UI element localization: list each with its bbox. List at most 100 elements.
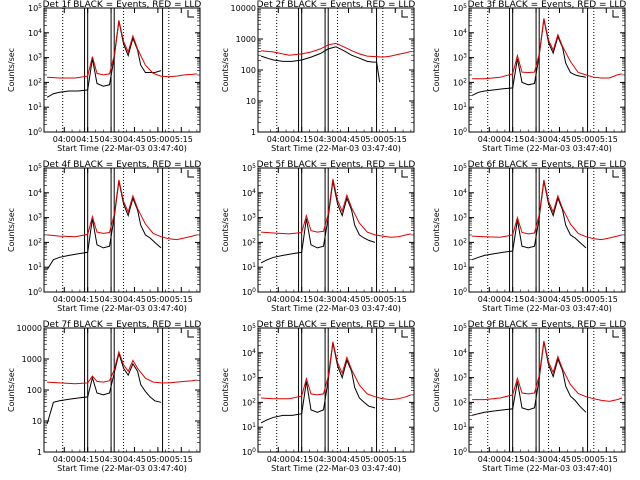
- x-tick-label: 04:45: [548, 455, 571, 464]
- y-tick-label: 10000: [17, 324, 42, 333]
- y-tick-label: 104: [28, 28, 42, 38]
- plot-frame: [43, 167, 201, 293]
- panel-title: Det 9f BLACK = Events, RED = LLD: [468, 320, 627, 330]
- events-series-line: [260, 342, 376, 424]
- x-tick-label: 05:00: [571, 135, 594, 144]
- y-tick-label: 101: [28, 262, 42, 272]
- x-tick-label: 04:30: [314, 135, 337, 144]
- plot-frame: [257, 7, 415, 133]
- x-tick-label: 05:15: [384, 455, 407, 464]
- y-tick-label: 105: [242, 323, 256, 333]
- events-series-line: [260, 46, 381, 83]
- x-tick-label: 05:00: [360, 455, 383, 464]
- panel-title: Det 1f BLACK = Events, RED = LLD: [43, 0, 202, 10]
- y-tick-label: 102: [242, 237, 256, 247]
- y-tick-label: 1: [251, 128, 256, 137]
- y-tick-label: 102: [453, 77, 467, 87]
- plot-frame: [468, 327, 626, 453]
- x-tick-label: 05:00: [146, 295, 169, 304]
- plot-frame: [257, 327, 415, 453]
- y-tick-label: 105: [28, 163, 42, 173]
- x-tick-label: 04:15: [290, 455, 313, 464]
- y-tick-label: 101: [28, 102, 42, 112]
- x-tick-label: 05:00: [360, 135, 383, 144]
- corner-marker-icon: [612, 170, 619, 178]
- x-tick-label: 04:00: [478, 455, 501, 464]
- y-tick-label: 102: [28, 237, 42, 247]
- y-tick-label: 103: [453, 213, 467, 223]
- y-tick-label: 105: [28, 3, 42, 13]
- y-tick-label: 103: [453, 373, 467, 383]
- panel-title: Det 5f BLACK = Events, RED = LLD: [257, 160, 416, 170]
- y-tick-label: 10: [246, 97, 256, 106]
- x-tick-label: 05:15: [170, 295, 193, 304]
- corner-marker-icon: [612, 330, 619, 338]
- x-tick-label: 04:30: [314, 295, 337, 304]
- x-tick-label: 05:15: [384, 295, 407, 304]
- x-tick-label: 04:45: [548, 135, 571, 144]
- y-tick-label: 104: [242, 348, 256, 358]
- lld-series-line: [261, 341, 412, 401]
- x-tick-label: 04:15: [501, 135, 524, 144]
- x-axis-label: Start Time (22-Mar-03 03:47:40): [482, 144, 612, 153]
- detector-panel-1: Det 1f BLACK = Events, RED = LLD 100 101 10…: [7, 0, 201, 153]
- x-tick-label: 05:00: [146, 455, 169, 464]
- x-tick-label: 05:15: [595, 295, 618, 304]
- x-tick-label: 04:45: [123, 295, 146, 304]
- y-tick-label: 100: [242, 447, 256, 457]
- x-tick-label: 04:45: [123, 135, 146, 144]
- y-tick-label: 100: [453, 447, 467, 457]
- y-axis-label: Counts/sec: [7, 208, 16, 252]
- panel-title: Det 4f BLACK = Events, RED = LLD: [43, 160, 202, 170]
- events-series-line: [46, 20, 162, 98]
- y-tick-label: 105: [242, 163, 256, 173]
- detector-panel-3: Det 3f BLACK = Events, RED = LLD 100 101 10…: [432, 0, 626, 153]
- y-tick-label: 104: [453, 188, 467, 198]
- y-tick-label: 102: [453, 237, 467, 247]
- x-tick-label: 04:15: [501, 455, 524, 464]
- y-tick-label: 100: [27, 386, 42, 395]
- y-tick-label: 105: [453, 163, 467, 173]
- x-axis-label: Start Time (22-Mar-03 03:47:40): [57, 304, 187, 313]
- y-tick-label: 104: [453, 348, 467, 358]
- y-tick-label: 100: [28, 127, 42, 137]
- lld-series-line: [472, 18, 623, 80]
- y-axis-label: Counts/sec: [7, 368, 16, 412]
- x-tick-label: 04:00: [53, 295, 76, 304]
- corner-marker-icon: [401, 170, 408, 178]
- y-tick-label: 100: [28, 287, 42, 297]
- detector-panel-5: Det 5f BLACK = Events, RED = LLD 100 101 10…: [221, 160, 415, 313]
- y-tick-label: 10000: [231, 4, 256, 13]
- y-axis-label: Counts/sec: [432, 208, 441, 252]
- y-tick-label: 103: [453, 53, 467, 63]
- corner-marker-icon: [401, 10, 408, 18]
- x-tick-label: 04:00: [267, 295, 290, 304]
- y-tick-label: 104: [453, 28, 467, 38]
- events-series-line: [471, 341, 587, 416]
- events-series-line: [46, 351, 162, 425]
- y-tick-label: 10: [32, 417, 42, 426]
- x-tick-label: 04:00: [478, 135, 501, 144]
- panel-title: Det 7f BLACK = Events, RED = LLD: [43, 320, 202, 330]
- x-tick-label: 05:00: [360, 295, 383, 304]
- x-tick-label: 04:15: [76, 135, 99, 144]
- y-tick-label: 101: [453, 102, 467, 112]
- y-tick-label: 105: [453, 323, 467, 333]
- detector-panel-8: Det 8f BLACK = Events, RED = LLD 100 101 10…: [221, 320, 415, 473]
- y-tick-label: 103: [28, 53, 42, 63]
- y-tick-label: 101: [453, 262, 467, 272]
- x-axis-label: Start Time (22-Mar-03 03:47:40): [482, 304, 612, 313]
- corner-marker-icon: [187, 10, 194, 18]
- x-tick-label: 04:15: [290, 295, 313, 304]
- events-series-line: [471, 19, 587, 96]
- detector-panel-9: Det 9f BLACK = Events, RED = LLD 100 101 10…: [432, 320, 626, 473]
- y-axis-label: Counts/sec: [432, 48, 441, 92]
- x-tick-label: 04:30: [100, 135, 123, 144]
- x-tick-label: 04:15: [290, 135, 313, 144]
- y-tick-label: 102: [28, 77, 42, 87]
- y-axis-label: Counts/sec: [221, 48, 230, 92]
- panel-title: Det 8f BLACK = Events, RED = LLD: [257, 320, 416, 330]
- lld-series-line: [472, 179, 623, 241]
- detector-panel-6: Det 6f BLACK = Events, RED = LLD 100 101 10…: [432, 160, 626, 313]
